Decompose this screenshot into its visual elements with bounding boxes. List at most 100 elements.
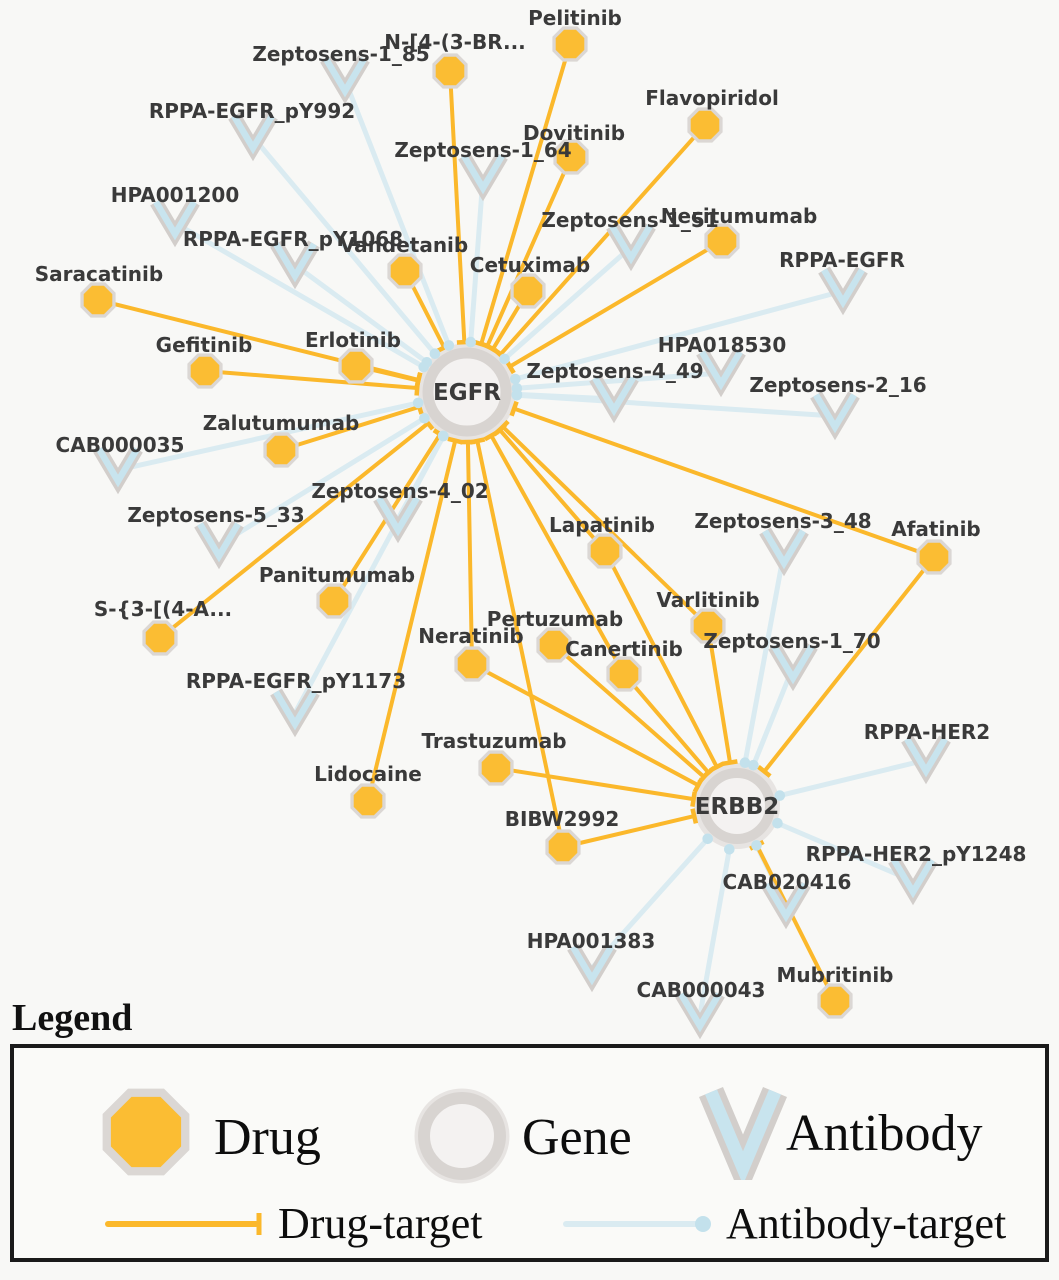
antibody-node-chevron xyxy=(153,200,197,241)
drug-node-octagon xyxy=(83,285,113,315)
drug-node-octagon xyxy=(555,29,585,59)
node-pelitinib[interactable] xyxy=(552,26,588,62)
antibody-target-edge xyxy=(589,836,711,971)
node-label: RPPA-EGFR_pY1068 xyxy=(183,227,403,251)
node-pertuzumab[interactable] xyxy=(536,627,572,663)
node-z533[interactable] xyxy=(194,520,244,570)
node-dovitinib[interactable] xyxy=(553,139,589,175)
node-label: Zeptosens-4_49 xyxy=(526,359,703,383)
antibody-target-end-dot xyxy=(751,840,762,851)
antibody-target-end-dot xyxy=(748,759,759,771)
node-mubritinib[interactable] xyxy=(817,983,853,1019)
node-cetuximab[interactable] xyxy=(510,273,546,309)
antibody-node-chevron xyxy=(592,376,636,417)
node-erbb2[interactable] xyxy=(694,763,780,849)
drug-target-inhibition-bar xyxy=(483,430,499,442)
node-label: Pertuzumab xyxy=(487,607,623,631)
drug-target-edge xyxy=(475,438,565,849)
node-rppa992[interactable] xyxy=(228,112,278,162)
drug-node-octagon xyxy=(390,256,420,286)
node-flavopiridol[interactable] xyxy=(687,107,723,143)
node-label: Lidocaine xyxy=(314,762,422,786)
node-label: Pelitinib xyxy=(528,6,622,30)
node-label: Zeptosens-2_16 xyxy=(749,373,926,397)
node-nbr[interactable] xyxy=(432,53,468,89)
gene-node-label: ERBB2 xyxy=(695,794,780,820)
node-label: RPPA-EGFR xyxy=(779,248,905,272)
node-label: Varlitinib xyxy=(656,588,759,612)
node-s3a[interactable] xyxy=(142,620,178,656)
node-z348[interactable] xyxy=(759,527,809,577)
node-label: Vandetanib xyxy=(340,233,468,257)
node-label: Erlotinib xyxy=(305,328,401,352)
node-canertinib[interactable] xyxy=(606,656,642,692)
node-label: Canertinib xyxy=(565,637,683,661)
node-bibw2992[interactable] xyxy=(545,829,581,865)
node-z170[interactable] xyxy=(768,642,818,692)
node-label: Zeptosens-5_33 xyxy=(127,503,304,527)
node-label: CAB000043 xyxy=(637,978,766,1002)
legend-drug-label: Drug xyxy=(214,1109,321,1166)
node-label: Zeptosens-3_48 xyxy=(694,509,871,533)
node-z151[interactable] xyxy=(606,222,656,272)
node-z449[interactable] xyxy=(589,374,639,424)
node-rppa1173[interactable] xyxy=(270,688,320,738)
node-saracatinib[interactable] xyxy=(80,282,116,318)
node-rppaher2[interactable] xyxy=(901,735,951,785)
node-label: N-[4-(3-BR... xyxy=(384,30,526,54)
node-vandetanib[interactable] xyxy=(387,253,423,289)
node-hpa1383[interactable] xyxy=(567,943,617,993)
drug-target-inhibition-bar xyxy=(469,437,486,445)
node-cab20416[interactable] xyxy=(761,880,811,930)
antibody-target-edge xyxy=(514,392,838,419)
drug-node-fill xyxy=(110,1096,182,1168)
antibody-target-end-dot xyxy=(510,373,521,385)
drug-node-octagon xyxy=(266,435,296,465)
antibody-node-chevron xyxy=(376,496,420,537)
antibody-node-chevron xyxy=(821,268,865,309)
node-trastuzumab[interactable] xyxy=(478,750,514,786)
antibody-fill xyxy=(705,1089,781,1180)
node-panitumumab[interactable] xyxy=(316,583,352,619)
drug-target-edge-icon xyxy=(105,1213,262,1235)
drug-target-inhibition-bar xyxy=(495,419,510,434)
node-z185[interactable] xyxy=(320,55,370,105)
node-lapatinib[interactable] xyxy=(587,533,623,569)
node-cab35[interactable] xyxy=(93,445,143,495)
node-neratinib[interactable] xyxy=(454,646,490,682)
drug-target-edge xyxy=(512,406,936,559)
node-hpa18530[interactable] xyxy=(696,348,746,398)
antibody-target-edge xyxy=(742,549,787,766)
node-lidocaine[interactable] xyxy=(350,783,386,819)
antibody-node-chevron xyxy=(273,690,317,731)
drug-target-inhibition-bar xyxy=(447,436,464,445)
antibody-node-chevron xyxy=(323,57,367,98)
drug-node-octagon xyxy=(319,586,349,616)
drug-target-edge xyxy=(754,843,837,1003)
node-varlitinib[interactable] xyxy=(690,608,726,644)
node-rppa1068[interactable] xyxy=(270,240,320,290)
node-z216[interactable] xyxy=(810,391,860,441)
legend-gene-label: Gene xyxy=(522,1109,632,1166)
node-rppa1248[interactable] xyxy=(888,856,938,906)
drug-target-inhibition-bar xyxy=(757,765,772,778)
node-label: Flavopiridol xyxy=(645,86,779,110)
drug-antibody-nodes xyxy=(80,26,952,1040)
node-necitumumab[interactable] xyxy=(704,223,740,259)
node-gefitinib[interactable] xyxy=(187,353,223,389)
node-label: RPPA-EGFR_pY1173 xyxy=(186,669,406,693)
antibody-target-end-dot xyxy=(465,336,477,348)
drug-target-edge xyxy=(485,155,573,349)
node-z402[interactable] xyxy=(373,494,423,544)
node-rppaegfr[interactable] xyxy=(818,266,868,316)
node-label: CAB020416 xyxy=(723,870,852,894)
node-cab43[interactable] xyxy=(675,990,725,1040)
node-label: Neratinib xyxy=(418,624,524,648)
node-z164[interactable] xyxy=(458,152,508,202)
drug-target-edge xyxy=(494,766,696,802)
node-hpa1200[interactable] xyxy=(150,198,200,248)
node-zalutumumab[interactable] xyxy=(263,432,299,468)
node-erlotinib[interactable] xyxy=(338,348,374,384)
node-afatinib[interactable] xyxy=(916,539,952,575)
